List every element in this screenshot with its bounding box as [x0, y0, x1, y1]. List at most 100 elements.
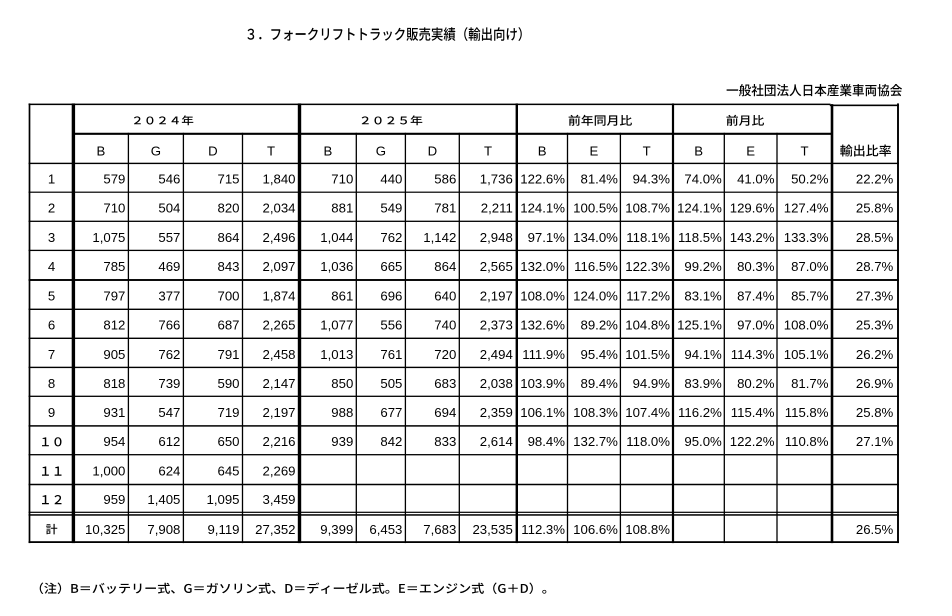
svg-text:108.3%: 108.3%	[573, 405, 618, 420]
svg-text:108.0%: 108.0%	[520, 289, 565, 304]
svg-text:6,453: 6,453	[369, 522, 402, 537]
svg-text:94.3%: 94.3%	[633, 172, 671, 187]
svg-text:B: B	[694, 143, 703, 158]
svg-text:2,216: 2,216	[262, 434, 295, 449]
svg-text:111.9%: 111.9%	[522, 347, 565, 362]
svg-text:833: 833	[434, 434, 456, 449]
svg-text:2,565: 2,565	[480, 259, 513, 274]
svg-text:B: B	[97, 143, 106, 158]
svg-text:132.0%: 132.0%	[520, 259, 565, 274]
svg-text:124.1%: 124.1%	[520, 201, 565, 216]
svg-text:110.8%: 110.8%	[785, 434, 829, 449]
svg-text:1,095: 1,095	[206, 492, 239, 507]
svg-text:27.3%: 27.3%	[856, 289, 894, 304]
svg-text:80.2%: 80.2%	[737, 376, 775, 391]
svg-text:81.7%: 81.7%	[791, 376, 829, 391]
svg-text:7,908: 7,908	[147, 522, 180, 537]
svg-text:27,352: 27,352	[255, 522, 295, 537]
svg-text:9,399: 9,399	[320, 522, 353, 537]
svg-text:1,405: 1,405	[147, 492, 180, 507]
svg-text:797: 797	[103, 289, 125, 304]
svg-text:2,211: 2,211	[481, 201, 513, 216]
svg-text:1,013: 1,013	[320, 347, 353, 362]
svg-text:719: 719	[217, 405, 239, 420]
svg-text:469: 469	[158, 259, 180, 274]
svg-text:23,535: 23,535	[472, 522, 512, 537]
svg-text:939: 939	[331, 434, 353, 449]
svg-text:3,459: 3,459	[262, 492, 295, 507]
svg-text:25.8%: 25.8%	[856, 201, 894, 216]
svg-text:87.0%: 87.0%	[791, 259, 829, 274]
svg-text:2,038: 2,038	[480, 376, 513, 391]
svg-text:105.1%: 105.1%	[784, 347, 829, 362]
svg-text:861: 861	[331, 289, 353, 304]
svg-text:101.5%: 101.5%	[625, 347, 670, 362]
svg-text:700: 700	[217, 289, 239, 304]
svg-text:2,948: 2,948	[480, 230, 513, 245]
svg-text:864: 864	[217, 230, 239, 245]
svg-text:133.3%: 133.3%	[784, 230, 829, 245]
svg-text:E: E	[746, 143, 755, 158]
svg-text:80.3%: 80.3%	[737, 259, 775, 274]
svg-text:132.6%: 132.6%	[520, 318, 565, 333]
svg-text:549: 549	[380, 201, 402, 216]
svg-text:694: 694	[434, 405, 456, 420]
svg-text:850: 850	[331, 376, 353, 391]
svg-text:104.8%: 104.8%	[625, 318, 670, 333]
svg-text:143.2%: 143.2%	[730, 230, 775, 245]
svg-text:83.1%: 83.1%	[684, 289, 722, 304]
svg-text:94.9%: 94.9%	[633, 376, 671, 391]
svg-text:122.3%: 122.3%	[625, 259, 670, 274]
svg-text:108.7%: 108.7%	[625, 201, 670, 216]
svg-text:G: G	[376, 143, 386, 158]
svg-text:818: 818	[103, 376, 125, 391]
svg-text:95.0%: 95.0%	[684, 434, 722, 449]
svg-text:954: 954	[103, 434, 125, 449]
svg-text:134.0%: 134.0%	[573, 230, 618, 245]
svg-text:83.9%: 83.9%	[684, 376, 722, 391]
svg-text:98.4%: 98.4%	[528, 434, 566, 449]
svg-text:504: 504	[158, 201, 180, 216]
svg-text:665: 665	[380, 259, 402, 274]
svg-text:118.5%: 118.5%	[678, 230, 722, 245]
svg-text:26.5%: 26.5%	[856, 522, 894, 537]
svg-text:612: 612	[158, 434, 180, 449]
svg-text:6: 6	[48, 318, 55, 333]
svg-text:116.2%: 116.2%	[678, 405, 722, 420]
svg-text:2,494: 2,494	[480, 347, 513, 362]
svg-text:640: 640	[434, 289, 456, 304]
svg-text:905: 905	[103, 347, 125, 362]
svg-text:3: 3	[48, 230, 55, 245]
svg-text:114.3%: 114.3%	[731, 347, 775, 362]
svg-text:1,000: 1,000	[92, 464, 125, 479]
svg-text:710: 710	[103, 201, 125, 216]
svg-text:740: 740	[434, 318, 456, 333]
svg-text:9: 9	[48, 405, 55, 420]
svg-text:590: 590	[217, 376, 239, 391]
svg-text:27.1%: 27.1%	[856, 434, 894, 449]
svg-text:988: 988	[331, 405, 353, 420]
svg-text:22.2%: 22.2%	[856, 172, 894, 187]
svg-text:1,077: 1,077	[320, 318, 353, 333]
svg-text:1,736: 1,736	[480, 172, 513, 187]
svg-text:715: 715	[217, 172, 239, 187]
svg-text:10,325: 10,325	[85, 522, 125, 537]
svg-text:710: 710	[331, 172, 353, 187]
svg-text:81.4%: 81.4%	[580, 172, 618, 187]
svg-text:25.8%: 25.8%	[856, 405, 894, 420]
svg-text:624: 624	[158, 464, 180, 479]
svg-text:132.7%: 132.7%	[573, 434, 618, 449]
svg-text:28.5%: 28.5%	[856, 230, 894, 245]
svg-text:1,142: 1,142	[423, 230, 456, 245]
svg-text:124.0%: 124.0%	[573, 289, 618, 304]
svg-text:122.2%: 122.2%	[730, 434, 775, 449]
svg-text:115.8%: 115.8%	[785, 405, 829, 420]
svg-text:645: 645	[217, 464, 239, 479]
svg-text:103.9%: 103.9%	[520, 376, 565, 391]
svg-text:812: 812	[103, 318, 125, 333]
svg-text:B: B	[538, 143, 547, 158]
svg-text:125.1%: 125.1%	[677, 318, 722, 333]
svg-text:7: 7	[48, 347, 55, 362]
svg-text:89.2%: 89.2%	[580, 318, 618, 333]
svg-text:94.1%: 94.1%	[684, 347, 722, 362]
